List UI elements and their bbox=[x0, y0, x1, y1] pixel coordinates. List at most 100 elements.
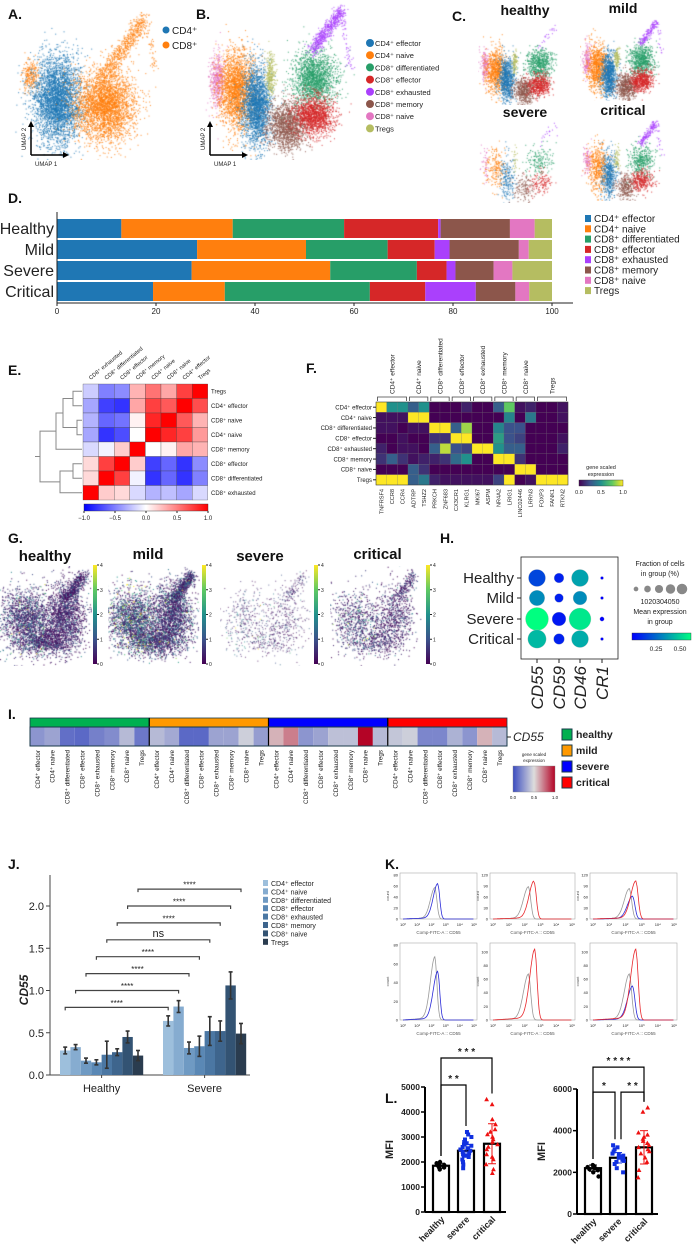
heatmap-cell bbox=[477, 727, 493, 746]
colorbar-tick-label: 3 bbox=[433, 588, 436, 594]
significance-label: **** bbox=[173, 898, 185, 907]
bar-segment bbox=[475, 282, 516, 301]
y-tick-label: 0 bbox=[415, 1207, 420, 1217]
significance-bracket bbox=[127, 905, 232, 909]
bar-segment bbox=[440, 219, 510, 238]
legend-label: CD8⁺ effector bbox=[271, 906, 315, 913]
matrix-cell bbox=[535, 433, 547, 444]
significance-label: * * * bbox=[458, 1047, 475, 1058]
gene-label: FOXP3 bbox=[539, 489, 545, 507]
heatmap-cell bbox=[114, 383, 130, 399]
x-tick-label: 10² bbox=[429, 922, 435, 927]
x-tick-label: 10² bbox=[429, 1023, 435, 1028]
colorbar-tick-label: 0 bbox=[100, 662, 103, 668]
heatmap-cell bbox=[145, 427, 162, 443]
heatmap-cell bbox=[82, 485, 99, 501]
y-tick-label: 60 bbox=[484, 895, 489, 900]
matrix-cell bbox=[439, 433, 451, 444]
data-point bbox=[460, 1160, 465, 1164]
colorbar-tick-label: 2 bbox=[100, 613, 103, 619]
matrix-cell bbox=[397, 433, 409, 444]
matrix-cell bbox=[514, 401, 526, 413]
gene-label: LRRN3 bbox=[529, 489, 535, 507]
x-tick-label: 100 bbox=[545, 307, 559, 316]
x-tick-label: critical bbox=[470, 1214, 498, 1242]
panel-k-flow-histograms: 10⁰ 10¹ 10² 10³ 10⁴ 10⁵ 0 20 40 60 80 Comp-FITC-A :… bbox=[385, 873, 677, 1037]
matrix-cell bbox=[407, 464, 419, 475]
colorbar-tick-label: 0.50 bbox=[674, 646, 687, 653]
heatmap-cell bbox=[82, 398, 99, 414]
heatmap-cell bbox=[82, 412, 99, 428]
umap-title-severe: severe bbox=[502, 104, 548, 120]
y-tick-label: 20 bbox=[394, 906, 399, 911]
size-legend-labels: 1020304050 bbox=[641, 599, 680, 606]
bar-segment bbox=[515, 282, 530, 301]
y-tick-label: 1000 bbox=[401, 1182, 420, 1192]
y-tick-label: 80 bbox=[394, 873, 399, 878]
cell-type-label: Tregs bbox=[378, 750, 385, 766]
data-point bbox=[621, 1153, 626, 1158]
matrix-cell bbox=[546, 412, 558, 423]
legend-swatch bbox=[263, 896, 268, 903]
x-axis-label: Comp-FITC-A :: CD55 bbox=[416, 1031, 461, 1036]
significance-bracket bbox=[95, 956, 200, 960]
matrix-cell bbox=[429, 453, 441, 465]
histogram-curve bbox=[403, 970, 474, 1021]
gene-label: CX3CR1 bbox=[454, 489, 460, 511]
data-point bbox=[485, 1144, 491, 1149]
umap-healthy-scatter bbox=[478, 20, 568, 105]
legend-swatch bbox=[263, 888, 268, 895]
cell-type-label: CD4⁺ effector bbox=[393, 750, 400, 789]
bar-segment bbox=[438, 219, 441, 238]
y-tick-label: 120 bbox=[481, 873, 488, 878]
cell-type-label: CD8⁺ naive bbox=[124, 750, 131, 783]
data-point bbox=[489, 1101, 495, 1107]
colorbar-tick-label: 0 bbox=[209, 662, 212, 668]
matrix-cell bbox=[461, 474, 473, 486]
row-label: Healthy bbox=[463, 570, 514, 587]
colorbar-tick-label: 2 bbox=[209, 613, 212, 619]
umap-cd4-cd8-scatter bbox=[10, 0, 160, 160]
matrix-cell bbox=[429, 401, 441, 413]
y-axis-label: count bbox=[385, 890, 390, 901]
data-point bbox=[645, 1146, 651, 1152]
matrix-cell bbox=[450, 422, 462, 434]
flow-histogram: 10⁰ 10¹ 10² 10³ 10⁴ 10⁵ 0 30 60 90 120 Comp-FITC-A … bbox=[475, 873, 575, 936]
panel-label-g: G. bbox=[8, 530, 23, 546]
data-point bbox=[469, 1135, 474, 1139]
x-tick-label: 10¹ bbox=[506, 922, 512, 927]
bar-segment bbox=[528, 240, 552, 259]
data-point bbox=[616, 1152, 621, 1157]
data-point bbox=[460, 1150, 465, 1154]
matrix-cell bbox=[429, 474, 441, 486]
y-tick-label: 20 bbox=[484, 1004, 489, 1009]
cd55-umap-title-severe: severe bbox=[236, 548, 284, 565]
matrix-cell bbox=[429, 464, 441, 475]
gene-group-label: CD8⁺ memory bbox=[502, 352, 509, 394]
heatmap-cell bbox=[98, 427, 115, 443]
bar bbox=[122, 1036, 133, 1075]
colorbar-tick-label: 0.5 bbox=[597, 490, 605, 496]
legend-dot bbox=[162, 41, 170, 49]
matrix-cell bbox=[493, 412, 505, 423]
matrix-cell bbox=[429, 433, 441, 444]
significance-bracket bbox=[64, 1006, 169, 1011]
heatmap-cell bbox=[357, 727, 373, 746]
color-legend-title: Mean expression bbox=[633, 609, 686, 616]
gene-label: TNFRSF4 bbox=[379, 489, 385, 514]
y-tick-label: 60 bbox=[584, 895, 589, 900]
legend-label: CD8⁺ memory bbox=[594, 266, 658, 277]
y-axis-label: count bbox=[475, 976, 480, 987]
gene-label: CD55 bbox=[513, 730, 544, 744]
matrix-cell bbox=[535, 422, 547, 434]
bar bbox=[194, 1046, 205, 1075]
heatmap-cell bbox=[462, 727, 478, 746]
cell-type-label: CD4⁺ naive bbox=[407, 750, 414, 783]
gene-label: ZNF683 bbox=[443, 489, 449, 509]
heatmap-cell bbox=[192, 383, 208, 399]
legend-label: CD4⁺ effector bbox=[271, 881, 315, 888]
histogram-curve bbox=[403, 882, 474, 920]
x-tick-label: 10² bbox=[522, 922, 528, 927]
row-label: CD4⁺ naive bbox=[211, 432, 243, 439]
y-tick-label: 0 bbox=[396, 917, 399, 922]
